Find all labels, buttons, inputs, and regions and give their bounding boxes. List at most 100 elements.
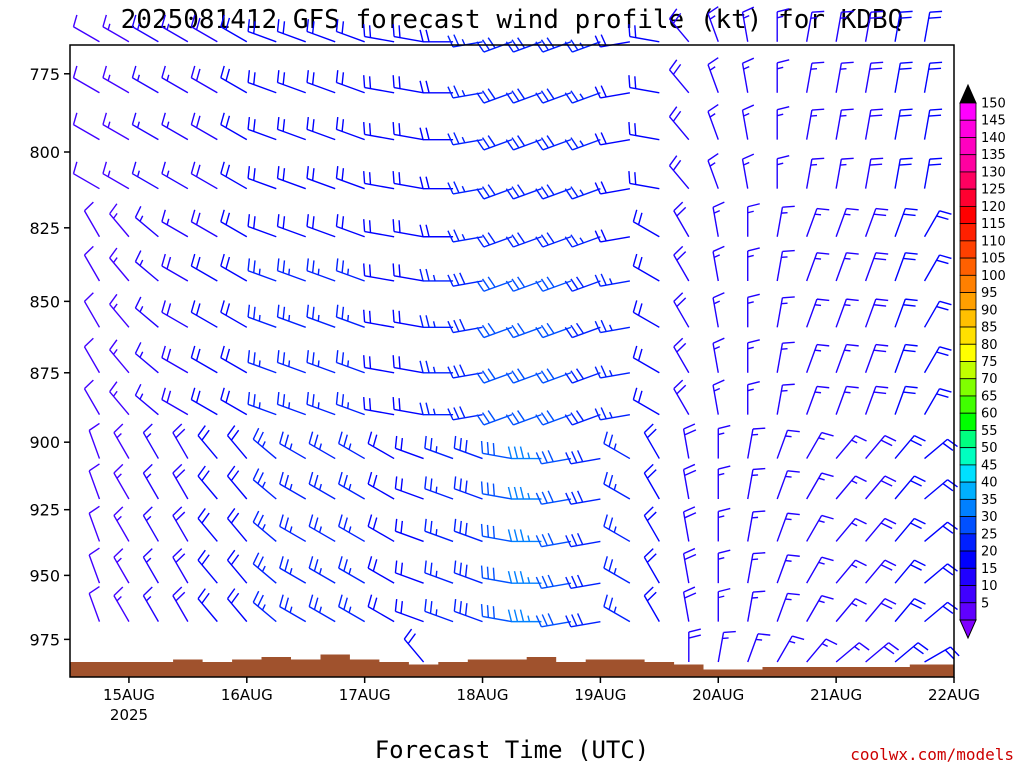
x-tick-label: 18AUG	[457, 686, 509, 704]
colorbar-swatch	[959, 119, 977, 138]
wind-barb	[712, 201, 725, 237]
wind-barb	[564, 90, 601, 104]
wind-barb	[338, 514, 366, 543]
colorbar-label: 120	[981, 200, 1006, 215]
wind-barb	[476, 184, 513, 200]
wind-barb	[712, 245, 725, 282]
wind-barb	[594, 365, 630, 379]
wind-barb	[335, 70, 365, 94]
wind-barb	[594, 181, 630, 195]
wind-barb	[102, 161, 130, 190]
wind-barb	[924, 563, 958, 584]
wind-barb	[894, 434, 926, 460]
wind-barb	[535, 88, 572, 104]
wind-barb	[865, 434, 897, 460]
colorbar-swatch	[959, 412, 977, 431]
wind-barb	[335, 392, 365, 416]
colorbar-swatch	[959, 602, 977, 621]
colorbar-top-arrow	[959, 83, 977, 104]
wind-barb	[894, 157, 913, 189]
wind-barb	[226, 508, 248, 542]
colorbar-swatch	[959, 430, 977, 449]
wind-barb	[707, 6, 719, 43]
wind-barb	[505, 184, 542, 200]
wind-barb	[564, 322, 601, 339]
colorbar-label: 105	[981, 252, 1006, 267]
wind-barb	[172, 586, 189, 622]
wind-barb	[864, 157, 884, 189]
colorbar-label: 45	[981, 458, 998, 473]
colorbar-swatch	[959, 361, 977, 380]
wind-barb	[924, 646, 960, 663]
wind-barb	[161, 14, 189, 43]
wind-barb	[220, 300, 248, 328]
wind-barb	[717, 507, 731, 542]
wind-barb	[83, 201, 101, 238]
wind-barb	[113, 423, 130, 459]
wind-barb	[276, 117, 306, 141]
wind-barb	[643, 506, 660, 542]
wind-barb	[190, 209, 218, 238]
wind-barb	[741, 153, 755, 189]
credit-label: coolwx.com/models	[850, 745, 1014, 764]
wind-barb	[394, 560, 424, 584]
wind-barb	[894, 598, 926, 623]
colorbar-label: 60	[981, 407, 998, 422]
wind-barb	[172, 423, 189, 459]
wind-barb	[113, 586, 130, 622]
wind-barb	[392, 171, 424, 190]
wind-barb	[363, 397, 395, 416]
wind-barb	[131, 65, 159, 94]
wind-barb	[367, 556, 395, 584]
wind-barb	[335, 304, 365, 328]
wind-barb	[865, 517, 897, 542]
wind-barb	[924, 601, 958, 623]
wind-barb	[83, 337, 101, 374]
wind-barb	[476, 232, 513, 248]
wind-barb	[594, 85, 630, 99]
colorbar-swatch	[959, 102, 977, 121]
wind-barb	[392, 219, 424, 238]
wind-barb	[535, 613, 572, 628]
wind-barb	[308, 471, 336, 500]
wind-barb	[335, 166, 365, 190]
wind-barb	[924, 438, 958, 460]
wind-barb	[419, 315, 454, 329]
wind-barb	[447, 406, 483, 421]
wind-barb	[279, 471, 307, 500]
wind-barb	[864, 61, 884, 93]
wind-barb	[142, 506, 160, 542]
wind-barb	[894, 252, 918, 282]
wind-barb	[535, 232, 572, 248]
wind-barb	[83, 245, 101, 282]
wind-barb	[865, 598, 897, 623]
wind-barb	[363, 24, 395, 43]
wind-barb	[747, 427, 766, 459]
wind-barb	[747, 510, 766, 542]
wind-barb	[72, 161, 100, 190]
wind-barb	[134, 342, 159, 374]
wind-barb	[113, 463, 130, 500]
wind-barb	[535, 490, 572, 505]
wind-barb	[252, 552, 277, 584]
wind-barb	[363, 263, 395, 282]
wind-barb	[392, 355, 424, 374]
wind-barb	[276, 214, 306, 238]
wind-barb	[835, 207, 859, 237]
colorbar-swatch	[959, 533, 977, 552]
wind-barb	[806, 298, 830, 328]
colorbar-label: 30	[981, 510, 998, 525]
colorbar-bottom-arrow	[959, 619, 977, 640]
wind-barb	[806, 252, 830, 282]
wind-barb	[835, 598, 867, 623]
wind-barb	[894, 10, 913, 42]
wind-barb	[632, 387, 660, 416]
wind-barb	[668, 59, 690, 94]
wind-barb	[83, 379, 101, 416]
colorbar-label: 20	[981, 545, 998, 560]
wind-barb	[707, 103, 719, 140]
wind-barb	[835, 157, 854, 189]
wind-barb	[923, 108, 943, 140]
wind-barb	[306, 70, 336, 94]
wind-barb	[102, 65, 130, 94]
